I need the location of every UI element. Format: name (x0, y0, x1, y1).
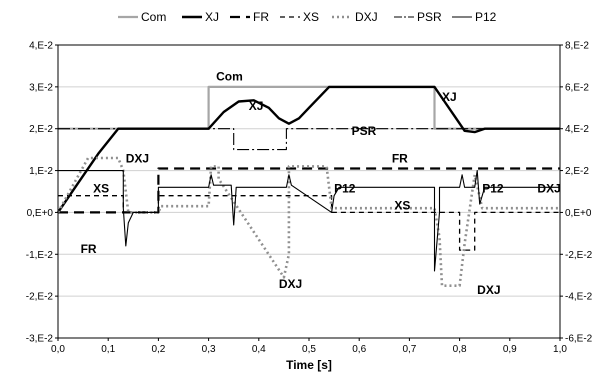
legend-label: XS (303, 10, 319, 24)
x-tick-label: 0,9 (503, 344, 517, 355)
annotation-dxj: DXJ (126, 152, 149, 166)
x-tick-label: 0,5 (302, 344, 316, 355)
legend-label: Com (141, 10, 166, 24)
x-tick-label: 0,1 (101, 344, 115, 355)
annotation-xs: XS (394, 198, 410, 212)
legend-label: FR (253, 10, 269, 24)
annotation-p12: P12 (334, 182, 356, 196)
legend-item-xj: XJ (182, 10, 219, 24)
y-tick-label-left: 0,E+0 (27, 208, 54, 219)
legend-item-p12: P12 (452, 10, 497, 24)
x-tick-label: 0,4 (252, 344, 266, 355)
annotation-xj: XJ (442, 90, 457, 104)
annotation-p12: P12 (482, 182, 504, 196)
annotation-dxj: DXJ (477, 283, 500, 297)
series-line-xs (58, 195, 560, 251)
legend-item-dxj: DXJ (332, 10, 378, 24)
series-line-psr (58, 128, 560, 151)
x-tick-label: 0,8 (453, 344, 467, 355)
y-tick-label-right: 6,E-2 (565, 82, 589, 93)
y-tick-label-left: 2,E-2 (29, 124, 53, 135)
y-tick-label-right: 2,E-2 (565, 166, 589, 177)
annotation-psr: PSR (352, 124, 377, 138)
legend-label: DXJ (355, 10, 378, 24)
chart-series-layer (56, 85, 560, 288)
legend-item-psr: PSR (394, 10, 442, 24)
y-tick-label-right: -2,E-2 (565, 250, 593, 261)
y-tick-label-right: 8,E-2 (565, 41, 589, 52)
series-line-p12 (58, 170, 560, 272)
x-tick-label: 0,6 (352, 344, 366, 355)
x-tick-label: 0,3 (202, 344, 216, 355)
chart-annotations: Com XJ XJ PSR DXJ FR XS FR P12 XS DXJ DXJ P12 DXJ (81, 70, 561, 297)
annotation-xj: XJ (249, 99, 264, 113)
annotation-dxj: DXJ (279, 277, 302, 291)
y-tick-label-left: 1,E-2 (29, 166, 53, 177)
y-tick-label-left: -1,E-2 (26, 250, 54, 261)
annotation-fr: FR (81, 242, 97, 256)
y-tick-label-right: -6,E-2 (565, 334, 593, 345)
plot-area-frame (57, 44, 561, 339)
legend-item-xs: XS (280, 10, 319, 24)
y-tick-label-left: -2,E-2 (26, 292, 54, 303)
x-tick-label: 0,7 (402, 344, 416, 355)
chart-axes: -3,E-2 -6,E-2 -2,E-2 -4,E-2 -1,E-2 -2,E-2 0,E+… (26, 41, 593, 356)
y-tick-label-left: -3,E-2 (26, 334, 54, 345)
series-line-dxj (56, 156, 560, 288)
y-tick-label-right: 4,E-2 (565, 124, 589, 135)
legend-label: P12 (475, 10, 497, 24)
x-tick-label: 0,2 (151, 344, 165, 355)
legend-label: XJ (205, 10, 219, 24)
annotation-dxj: DXJ (537, 182, 560, 196)
legend-label: PSR (417, 10, 442, 24)
annotation-xs: XS (93, 182, 109, 196)
y-tick-label-left: 3,E-2 (29, 82, 53, 93)
x-tick-label: 0,0 (51, 344, 65, 355)
chart-legend: Com XJ FR XS DXJ PSR P12 (118, 10, 497, 24)
y-tick-label-right: 0,E+0 (565, 208, 592, 219)
annotation-fr: FR (392, 152, 408, 166)
y-tick-label-right: -4,E-2 (565, 292, 593, 303)
annotation-com: Com (216, 70, 243, 84)
y-tick-label-left: 4,E-2 (29, 41, 53, 52)
x-tick-label: 1,0 (553, 344, 567, 355)
legend-item-fr: FR (230, 10, 269, 24)
x-axis-label: Time [s] (286, 358, 332, 372)
series-line-fr (58, 167, 560, 214)
legend-item-com: Com (118, 10, 166, 24)
